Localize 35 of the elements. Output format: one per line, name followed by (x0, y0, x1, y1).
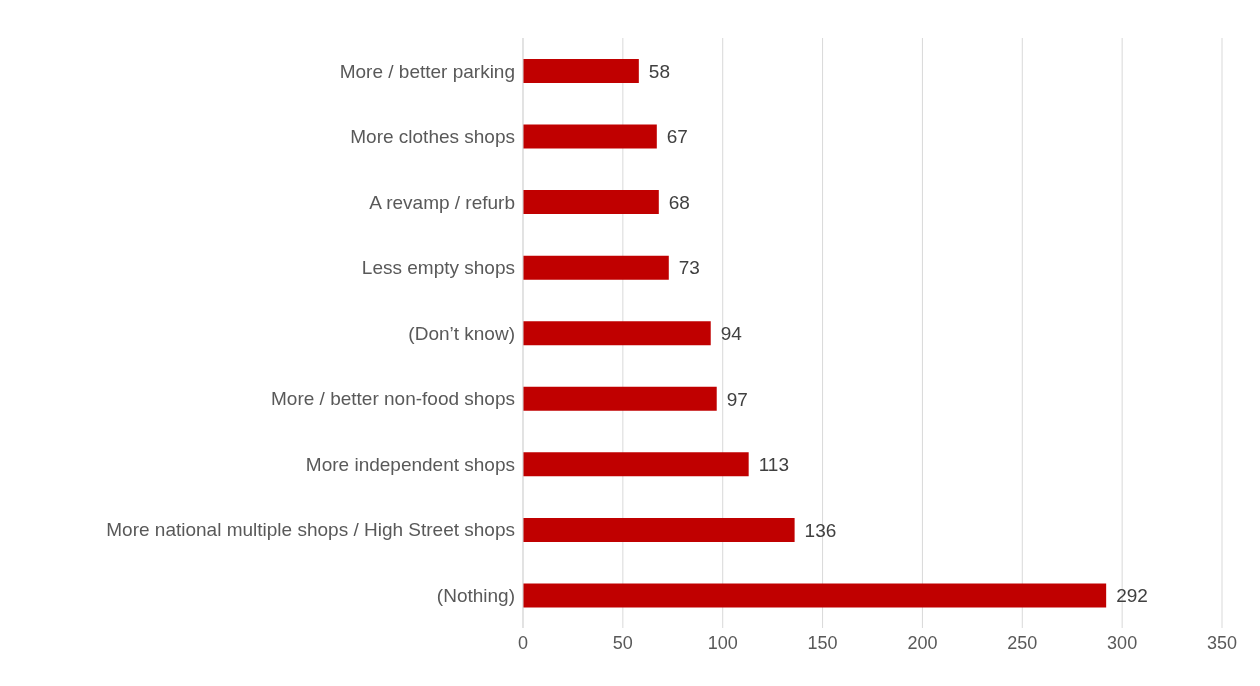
x-tick-label: 150 (807, 632, 838, 653)
y-tick-label: More clothes shops (350, 126, 515, 148)
y-tick-label: Less empty shops (361, 257, 515, 279)
data-label: 68 (668, 191, 690, 213)
bar (523, 255, 669, 280)
x-tick-label: 200 (907, 632, 938, 653)
bar (523, 583, 1107, 608)
data-label: 113 (758, 454, 789, 476)
y-tick-label: More national multiple shops / High Street shops (106, 519, 515, 541)
data-label: 136 (804, 519, 837, 541)
y-tick-label: More / better parking (339, 60, 515, 82)
y-tick-label: More independent shops (305, 453, 515, 475)
y-tick-label: (Nothing) (436, 584, 515, 606)
data-label: 97 (726, 388, 748, 410)
y-tick-label: (Don’t know) (408, 322, 515, 344)
bar (523, 386, 717, 411)
x-tick-label: 250 (1007, 632, 1038, 653)
data-label: 67 (666, 126, 688, 148)
x-tick-label: 100 (707, 632, 738, 653)
bar (523, 190, 659, 215)
data-label: 73 (678, 257, 700, 279)
bar (523, 321, 711, 346)
x-tick-label: 50 (612, 632, 633, 653)
bar (523, 124, 657, 149)
bar (523, 452, 749, 477)
x-tick-label: 300 (1107, 632, 1138, 653)
data-label: 94 (720, 322, 743, 344)
data-label: 292 (1116, 585, 1148, 607)
x-tick-label: 350 (1206, 632, 1238, 653)
y-tick-label: More / better non-food shops (271, 388, 515, 410)
y-tick-label: A revamp / refurb (369, 191, 515, 213)
bar (523, 59, 639, 83)
x-tick-label: 0 (517, 632, 529, 653)
data-label: 58 (648, 60, 670, 82)
bar (523, 517, 795, 542)
